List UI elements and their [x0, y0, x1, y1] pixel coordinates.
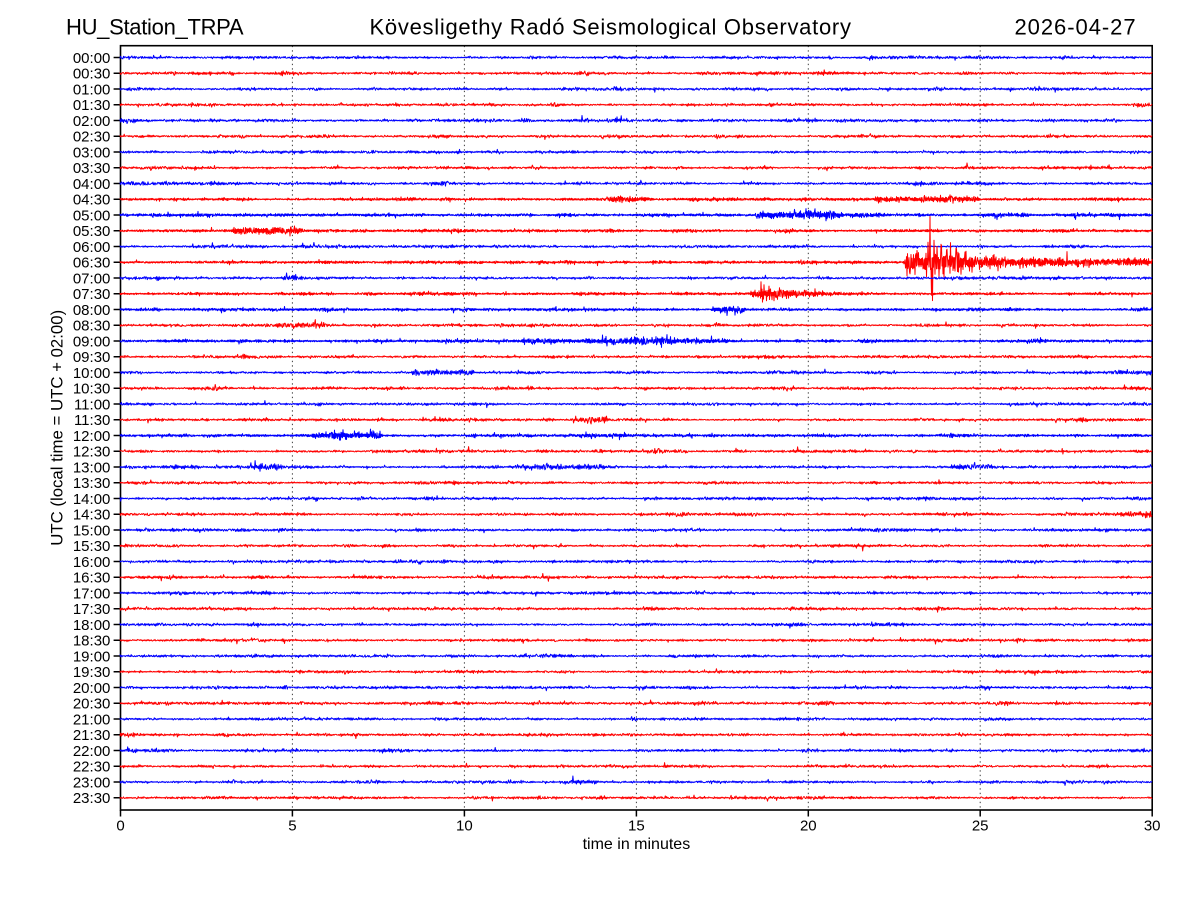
svg-text:19:30: 19:30 — [73, 664, 111, 681]
svg-text:12:00: 12:00 — [73, 428, 111, 445]
svg-text:04:30: 04:30 — [73, 192, 111, 209]
svg-text:19:00: 19:00 — [73, 648, 111, 665]
svg-text:22:00: 22:00 — [73, 743, 111, 760]
svg-text:10: 10 — [456, 818, 473, 835]
svg-text:5: 5 — [288, 818, 296, 835]
svg-text:03:00: 03:00 — [73, 144, 111, 161]
svg-text:04:00: 04:00 — [73, 176, 111, 193]
svg-text:21:30: 21:30 — [73, 727, 111, 744]
svg-text:09:30: 09:30 — [73, 349, 111, 366]
svg-text:01:30: 01:30 — [73, 97, 111, 114]
svg-text:21:00: 21:00 — [73, 711, 111, 728]
svg-text:22:30: 22:30 — [73, 759, 111, 776]
svg-text:30: 30 — [1144, 818, 1161, 835]
svg-text:06:00: 06:00 — [73, 239, 111, 256]
svg-text:15: 15 — [628, 818, 645, 835]
svg-text:07:30: 07:30 — [73, 286, 111, 303]
svg-text:00:00: 00:00 — [73, 50, 111, 67]
svg-text:HU_Station_TRPA: HU_Station_TRPA — [66, 14, 244, 39]
svg-text:01:00: 01:00 — [73, 81, 111, 98]
svg-text:20: 20 — [800, 818, 817, 835]
svg-text:2026-04-27: 2026-04-27 — [1015, 14, 1137, 39]
svg-text:09:00: 09:00 — [73, 333, 111, 350]
svg-text:05:00: 05:00 — [73, 207, 111, 224]
svg-text:23:30: 23:30 — [73, 790, 111, 807]
svg-text:10:00: 10:00 — [73, 365, 111, 382]
svg-text:14:30: 14:30 — [73, 507, 111, 524]
svg-text:time in minutes: time in minutes — [583, 836, 691, 853]
svg-text:25: 25 — [972, 818, 989, 835]
svg-text:05:30: 05:30 — [73, 223, 111, 240]
svg-text:18:00: 18:00 — [73, 617, 111, 634]
svg-text:17:30: 17:30 — [73, 601, 111, 618]
svg-text:15:00: 15:00 — [73, 522, 111, 539]
svg-text:02:30: 02:30 — [73, 129, 111, 146]
svg-text:13:30: 13:30 — [73, 475, 111, 492]
svg-text:20:00: 20:00 — [73, 680, 111, 697]
svg-text:23:00: 23:00 — [73, 774, 111, 791]
svg-text:00:30: 00:30 — [73, 66, 111, 83]
svg-text:0: 0 — [116, 818, 124, 835]
svg-text:02:00: 02:00 — [73, 113, 111, 130]
svg-text:08:00: 08:00 — [73, 302, 111, 319]
svg-text:16:30: 16:30 — [73, 570, 111, 587]
svg-text:11:30: 11:30 — [74, 412, 110, 429]
svg-text:06:30: 06:30 — [73, 255, 111, 272]
svg-text:12:30: 12:30 — [73, 444, 111, 461]
svg-text:07:00: 07:00 — [73, 270, 111, 287]
svg-text:14:00: 14:00 — [73, 491, 111, 508]
svg-text:11:00: 11:00 — [74, 396, 110, 413]
svg-text:20:30: 20:30 — [73, 696, 111, 713]
svg-text:08:30: 08:30 — [73, 318, 111, 335]
svg-text:Kövesligethy Radó Seismologica: Kövesligethy Radó Seismological Observat… — [370, 14, 852, 39]
svg-text:16:00: 16:00 — [73, 554, 111, 571]
svg-text:17:00: 17:00 — [73, 585, 111, 602]
svg-text:UTC (local time = UTC + 02:00): UTC (local time = UTC + 02:00) — [48, 310, 67, 546]
svg-text:13:00: 13:00 — [73, 459, 111, 476]
svg-text:15:30: 15:30 — [73, 538, 111, 555]
svg-text:03:30: 03:30 — [73, 160, 111, 177]
svg-text:18:30: 18:30 — [73, 633, 111, 650]
svg-text:10:30: 10:30 — [73, 381, 111, 398]
